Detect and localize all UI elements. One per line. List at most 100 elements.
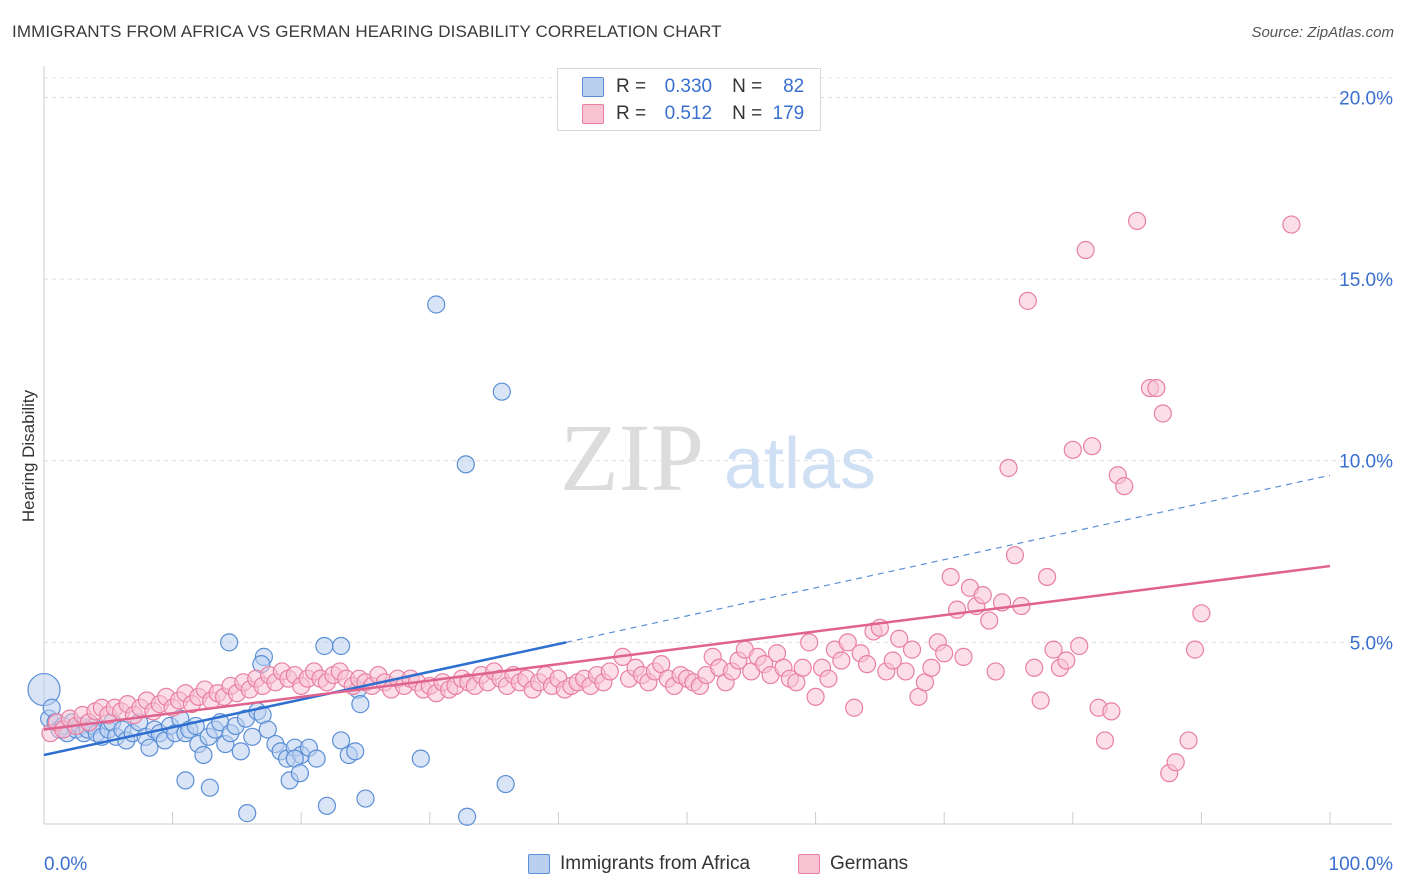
point-germans [600,662,619,681]
watermark-atlas: atlas [724,424,876,504]
point-germans [1102,702,1121,721]
y-tick-label: 5.0% [1350,633,1393,654]
point-germans [819,669,838,688]
point-africa [317,796,337,815]
point-africa [496,774,515,794]
series-swatch-africa [528,854,550,874]
legend-r-label: R = [616,76,647,97]
point-africa [331,731,351,750]
trend-line-africa [43,641,567,757]
point-africa [427,295,446,314]
legend-n-label: N = [732,103,763,124]
watermark-zip: ZIP [560,404,704,511]
point-germans [1282,215,1301,234]
trend-lines [43,474,1331,757]
legend-r-value: 0.330 [664,76,713,97]
legend-swatch-africa [582,77,604,97]
point-germans [1115,477,1134,496]
point-germans [1127,211,1147,231]
axis-labels: 5.0% 10.0% 15.0% 20.0% 0.0% 100.0% Hearing Dis… [19,88,1393,875]
point-africa [492,382,511,401]
legend-row-germans: R = 0.512 N = 179 [582,101,804,127]
grid-lines [44,77,1392,643]
point-germans [922,658,941,677]
point-africa [356,789,375,808]
point-africa [457,807,477,826]
point-germans [890,629,909,648]
point-africa [243,727,262,746]
trend-line-africa-extended [565,474,1331,643]
point-africa [231,742,250,761]
legend-n-value: 82 [783,76,805,97]
point-germans [845,698,864,717]
point-africa [331,636,351,656]
point-germans [954,647,973,666]
point-germans [1166,753,1185,772]
point-germans [986,662,1005,681]
point-germans [1082,437,1102,456]
point-germans [1192,604,1211,623]
series-label-africa: Immigrants from Africa [560,853,751,874]
source-credit: Source: ZipAtlas.com [1251,24,1394,41]
point-africa [220,633,239,652]
series-swatch-germans [798,854,820,874]
point-germans [980,611,999,630]
point-germans [1057,651,1076,670]
point-africa [140,738,159,757]
series-legend-germans[interactable]: Germans [798,852,908,876]
point-germans [1025,658,1044,677]
point-germans [1185,640,1205,659]
series-legend-africa[interactable]: Immigrants from Africa [528,852,750,876]
point-germans [1153,404,1172,423]
point-germans [1044,640,1063,659]
point-africa [238,804,257,823]
point-germans [1095,731,1115,750]
legend-r-label: R = [616,103,647,124]
point-germans [1076,240,1095,260]
point-germans [1063,440,1082,459]
point-africa [176,771,195,790]
series-label-germans: Germans [830,853,909,874]
point-germans [941,567,960,587]
y-tick-label: 15.0% [1339,270,1393,291]
point-germans [806,687,825,706]
point-africa [456,455,475,474]
point-africa [411,749,430,768]
point-germans [935,644,954,663]
point-africa [351,695,370,714]
point-africa [307,749,326,768]
point-germans [947,600,967,619]
point-germans [1037,567,1057,587]
point-germans [1147,378,1166,398]
point-germans [800,633,819,652]
point-germans [1031,691,1050,710]
y-axis-title: Hearing Disability [19,389,38,522]
data-points [27,211,1301,826]
point-germans [1018,291,1037,310]
point-germans [1070,636,1089,656]
legend-n-value: 179 [772,103,805,124]
legend-n-label: N = [732,76,763,97]
point-germans [832,651,851,670]
chart-title: IMMIGRANTS FROM AFRICA VS GERMAN HEARING… [12,22,722,41]
point-africa [315,636,334,656]
legend-row-africa: R = 0.330 N = 82 [582,74,804,100]
point-germans [883,651,902,670]
point-germans [1005,546,1025,565]
point-africa [200,778,219,797]
point-germans [973,586,992,605]
x-tick-label-min: 0.0% [44,854,87,875]
correlation-legend: R = 0.330 N = 82 R = 0.512 N = 179 [557,68,821,131]
point-germans [896,662,915,681]
point-germans [793,658,812,677]
point-germans [1179,731,1198,750]
point-germans [857,655,877,674]
legend-swatch-germans [582,104,604,124]
point-germans [902,640,922,659]
point-africa [194,745,213,765]
y-tick-label: 10.0% [1339,452,1393,473]
x-tick-label-max: 100.0% [1329,854,1394,875]
point-africa [346,742,365,761]
legend-r-value: 0.512 [664,103,713,124]
